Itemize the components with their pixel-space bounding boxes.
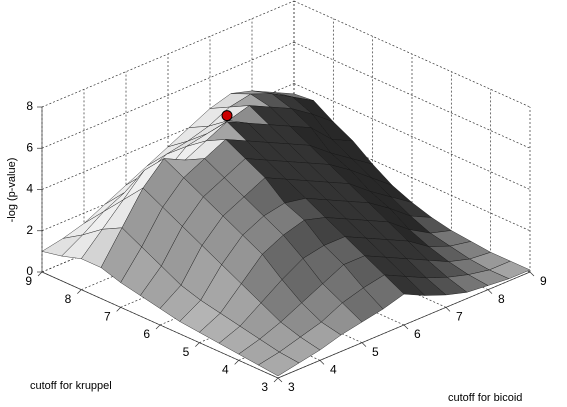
- y-tick-label: 3: [261, 380, 268, 394]
- z-tick-label: 0: [26, 264, 33, 278]
- y-tick-label: 4: [222, 363, 229, 377]
- y-tick-label: 7: [104, 310, 111, 324]
- tick-mark: [116, 307, 121, 312]
- tick-mark: [155, 324, 161, 330]
- grid-line: [293, 41, 531, 149]
- z-tick-label: 4: [26, 182, 33, 196]
- tick-mark: [234, 360, 239, 365]
- x-tick-label: 4: [330, 363, 337, 377]
- tick-mark: [445, 307, 451, 312]
- z-axis-label: -log (p-value): [6, 158, 18, 223]
- x-tick-label: 7: [456, 310, 463, 324]
- z-tick-label: 2: [26, 223, 33, 237]
- z-tick-label: 8: [26, 99, 33, 113]
- x-axis-label: cutoff for bicoid: [448, 392, 522, 404]
- tick-mark: [195, 342, 200, 347]
- tick-mark: [277, 377, 283, 383]
- grid-line: [293, 83, 531, 190]
- tick-mark: [361, 342, 367, 347]
- x-tick-label: 3: [288, 380, 295, 394]
- grid-line: [41, 83, 295, 190]
- grid-line: [293, 0, 531, 108]
- y-tick-label: 8: [65, 292, 72, 306]
- z-tick-label: 6: [26, 140, 33, 154]
- y-tick-label: 6: [143, 327, 150, 341]
- x-tick-label: 8: [498, 292, 505, 306]
- tick-mark: [319, 360, 325, 365]
- y-tick-label: 9: [25, 274, 32, 288]
- grid-line: [41, 41, 295, 149]
- tick-mark: [529, 271, 535, 277]
- x-tick-label: 5: [372, 345, 379, 359]
- x-tick-label: 6: [414, 327, 421, 341]
- tick-mark: [403, 324, 409, 330]
- grid-line: [41, 0, 295, 108]
- axis-line: [41, 271, 279, 379]
- axis-line: [277, 271, 531, 379]
- x-tick-label: 9: [540, 274, 547, 288]
- surface-cell: [257, 351, 300, 377]
- highlight-point: [221, 110, 233, 122]
- tick-mark: [37, 271, 43, 277]
- y-tick-label: 5: [183, 345, 190, 359]
- y-axis-label: cutoff for kruppel: [30, 380, 112, 392]
- tick-mark: [273, 377, 279, 383]
- tick-mark: [77, 289, 82, 294]
- tick-mark: [487, 289, 493, 294]
